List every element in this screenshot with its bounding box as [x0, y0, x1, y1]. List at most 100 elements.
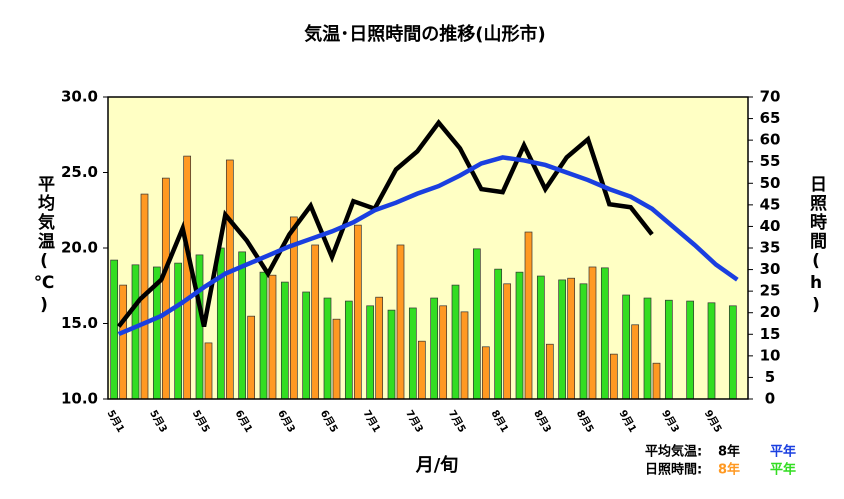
bar [268, 274, 277, 400]
x-tick-label: 5月1 [104, 408, 126, 435]
y2-tick-label: 15 [760, 325, 781, 343]
y2-tick-label: 30 [760, 260, 781, 278]
bar [396, 244, 405, 400]
bar [631, 324, 640, 400]
y2-tick-label: 55 [760, 152, 781, 170]
bar [558, 279, 567, 400]
x-tick-label: 8月3 [531, 408, 553, 435]
bar [366, 305, 375, 400]
bar [728, 305, 737, 400]
bar [216, 247, 225, 400]
y2-tick-label: 50 [760, 174, 781, 192]
bar [567, 277, 576, 400]
y2-tick-label: 35 [760, 239, 781, 257]
bar [472, 248, 481, 400]
y2-tick-label: 60 [760, 131, 781, 149]
y2-tick-label: 40 [760, 217, 781, 235]
x-tick-label: 7月3 [403, 408, 425, 435]
legend-entry: 8年 [718, 462, 740, 478]
bar [110, 259, 119, 400]
bar [259, 271, 268, 400]
bar [686, 300, 695, 400]
bar [387, 309, 396, 400]
y2-tick-label: 10 [760, 346, 781, 364]
bar [174, 262, 183, 400]
bar [238, 251, 247, 400]
x-tick-label: 7月5 [446, 408, 468, 435]
bar [353, 224, 362, 400]
y-tick-label: 25.0 [61, 163, 98, 181]
legend-entry: 平年 [770, 462, 796, 478]
bar [451, 284, 460, 400]
x-tick-label: 8月5 [574, 408, 596, 435]
x-tick-label: 5月3 [147, 408, 169, 435]
bar [131, 264, 140, 400]
x-tick-label: 8月1 [488, 408, 510, 435]
bar [579, 283, 588, 400]
bar [247, 315, 256, 400]
plot-border [107, 96, 749, 400]
bar [204, 342, 213, 400]
bar [643, 297, 652, 400]
y-tick-label: 30.0 [61, 88, 98, 106]
bar [545, 343, 554, 400]
bar [622, 294, 631, 400]
bar [609, 353, 618, 400]
bar [408, 307, 417, 400]
x-tick-label: 9月5 [702, 408, 724, 435]
bar [183, 155, 192, 400]
legend-entry: 8年 [718, 444, 740, 460]
bar [430, 297, 439, 400]
bar [515, 271, 524, 400]
bar [536, 275, 545, 400]
x-axis-label: 月/旬 [415, 454, 459, 476]
bar [494, 268, 503, 400]
bar [225, 159, 234, 400]
line [116, 119, 654, 328]
x-tick-label: 6月1 [232, 408, 254, 435]
bar [439, 305, 448, 400]
y2-tick-label: 70 [760, 88, 781, 106]
chart-title: 気温･日照時間の推移(山形市) [304, 23, 545, 45]
legend-group-label: 平均気温: [645, 444, 702, 460]
bar [119, 284, 128, 400]
bar [600, 267, 609, 400]
bar [588, 266, 597, 400]
y2-tick-label: 25 [760, 282, 781, 300]
y2-tick-label: 65 [760, 109, 781, 127]
bar [344, 300, 353, 400]
y2-tick-label: 45 [760, 195, 781, 213]
bar [652, 362, 661, 400]
x-tick-label: 7月1 [360, 408, 382, 435]
y-axis-label: 平均気温(℃) [34, 175, 56, 317]
bar [481, 346, 490, 400]
bar [311, 244, 320, 400]
x-tick-label: 6月3 [275, 408, 297, 435]
line [117, 155, 739, 337]
plot-area [108, 97, 748, 399]
y2-axis-label: 日照時間(h) [806, 175, 827, 317]
bar [332, 318, 341, 400]
bar [417, 340, 426, 400]
bar [280, 281, 289, 400]
bar [503, 283, 512, 400]
x-tick-label: 6月5 [318, 408, 340, 435]
y2-tick-label: 0 [765, 390, 775, 408]
bar [664, 299, 673, 400]
bar [302, 291, 311, 400]
bar [707, 302, 716, 400]
legend-group-label: 日照時間: [645, 462, 702, 478]
bar [524, 231, 533, 400]
y-tick-label: 10.0 [61, 390, 98, 408]
y-tick-label: 15.0 [61, 314, 98, 332]
y2-tick-label: 5 [765, 368, 775, 386]
bar [161, 177, 170, 400]
y-tick-label: 20.0 [61, 239, 98, 257]
legend-entry: 平年 [770, 444, 796, 460]
x-tick-label: 9月3 [659, 408, 681, 435]
y2-tick-label: 20 [760, 303, 781, 321]
bar [323, 297, 332, 400]
x-tick-label: 5月5 [190, 408, 212, 435]
bar [460, 311, 469, 400]
